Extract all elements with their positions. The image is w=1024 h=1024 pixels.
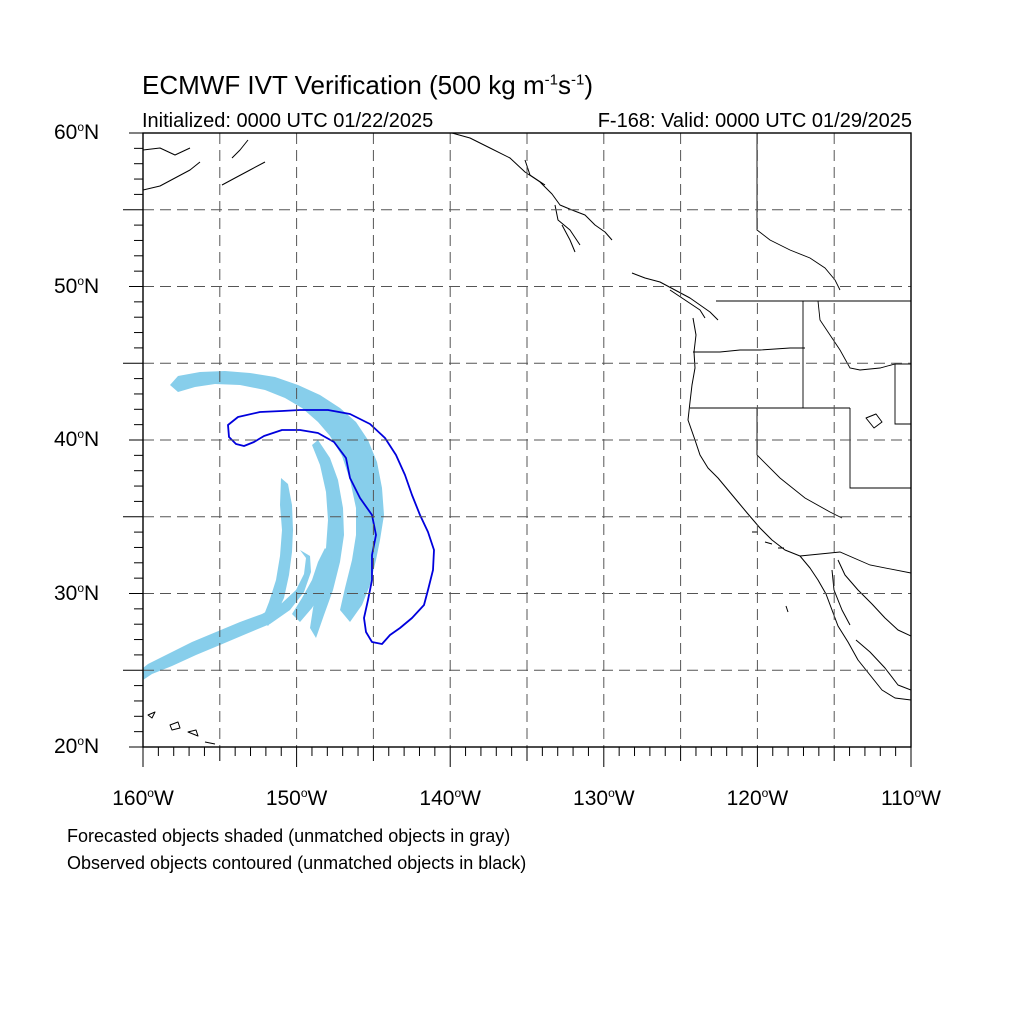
washington-oregon-border (693, 347, 805, 353)
longitude-label: 150oW (265, 786, 328, 810)
canada-interior-line (756, 133, 841, 291)
channel-islands (752, 531, 789, 613)
forecast-band-main (170, 371, 384, 622)
mexico-mainland-coast (855, 639, 911, 691)
map-title: ECMWF IVT Verification (500 kg m-1s-1) (142, 70, 593, 100)
california-nevada-border (756, 408, 843, 519)
forecast-band-inner (262, 478, 293, 626)
great-salt-lake (865, 413, 883, 429)
longitude-label: 160oW (112, 786, 174, 810)
forecast-note: Forecasted objects shaded (unmatched obj… (67, 826, 511, 846)
idaho-border (802, 300, 911, 408)
nevada-utah-border (849, 408, 911, 489)
forecast-band-southwest (143, 550, 311, 680)
longitude-label: 130oW (573, 786, 635, 810)
longitude-label: 120oW (726, 786, 789, 810)
baja-gulf-coast (831, 559, 911, 637)
forecast-band-tail (292, 548, 332, 622)
latitude-label: 50oN (54, 273, 100, 298)
observed-object-contour (227, 409, 435, 645)
longitude-label: 140oW (419, 786, 481, 810)
observed-note: Observed objects contoured (unmatched ob… (67, 853, 527, 873)
alaska-panhandle-coast (451, 133, 613, 253)
valid-label: F-168: Valid: 0000 UTC 01/29/2025 (597, 110, 912, 132)
latitude-label: 40oN (54, 427, 100, 451)
us-mexico-border (799, 551, 911, 574)
hawaii-islands (147, 711, 216, 745)
us-west-coast (687, 317, 911, 701)
alaska-coast-west (143, 139, 266, 191)
political-boundaries (690, 133, 911, 574)
latitude-label: 60oN (54, 120, 100, 144)
graticule (143, 133, 911, 747)
latitude-label: 30oN (54, 580, 100, 605)
longitude-label: 110oW (881, 786, 941, 810)
forecast-band-middle (310, 440, 344, 638)
coastlines (143, 133, 911, 745)
latitude-label: 20oN (54, 734, 100, 758)
initialized-label: Initialized: 0000 UTC 01/22/2025 (142, 110, 434, 132)
british-columbia-coast (631, 272, 719, 321)
wyoming-utah-border (894, 364, 911, 425)
forecast-object-shaded (143, 371, 384, 680)
axis-ticks (123, 132, 912, 767)
